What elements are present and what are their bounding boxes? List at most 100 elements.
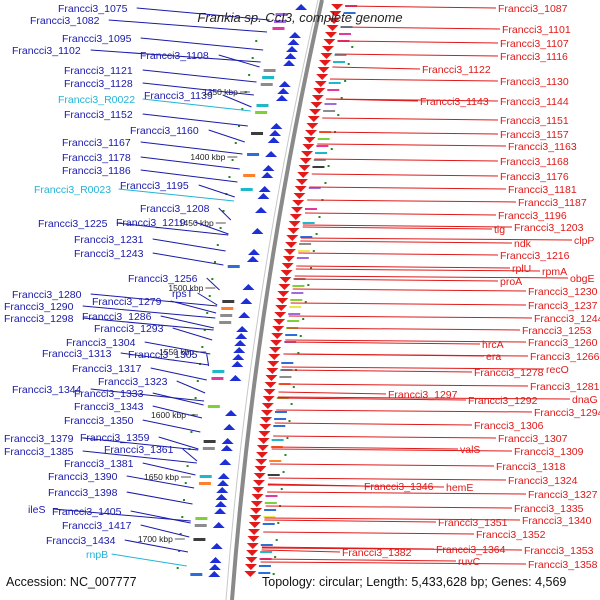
right-gene-label: Francci3_1307 xyxy=(498,433,568,445)
tick-dot xyxy=(216,244,219,246)
left-gene-label: Francci3_1286 xyxy=(82,311,152,323)
left-label-leader xyxy=(82,437,199,451)
tick-dot xyxy=(327,165,330,167)
feature-category-bar xyxy=(305,208,318,210)
right-label-leader xyxy=(264,519,437,523)
feature-category-bar xyxy=(281,362,294,364)
tick-dot xyxy=(330,148,333,150)
right-label-leader xyxy=(332,66,421,70)
tick-dot xyxy=(241,108,244,110)
right-label-leader xyxy=(300,240,513,244)
feature-category-bar xyxy=(243,174,256,177)
right-gene-label: proA xyxy=(500,276,522,288)
feature-category-bar xyxy=(274,411,287,413)
forward-gene-arrow xyxy=(265,151,278,157)
reverse-gene-arrow xyxy=(276,298,289,304)
left-label-leader xyxy=(142,98,251,112)
right-label-leader xyxy=(285,339,527,343)
scale-tick-label: 1400 kbp xyxy=(190,152,225,162)
left-gene-label: Francci3_1385 xyxy=(4,446,74,458)
tick-dot xyxy=(208,295,211,297)
left-label-leader xyxy=(90,293,218,307)
right-gene-label: dnaG xyxy=(572,394,598,406)
right-label-leader xyxy=(302,226,493,230)
right-gene-label: Francci3_1116 xyxy=(500,51,568,63)
right-gene-label: Francci3_1327 xyxy=(528,489,598,501)
tick-dot xyxy=(280,488,283,490)
right-label-leader xyxy=(298,252,499,256)
right-label-leader xyxy=(317,143,507,147)
right-gene-label: obgE xyxy=(570,273,595,285)
reverse-gene-arrow xyxy=(309,109,322,115)
feature-category-bar xyxy=(251,132,264,135)
left-gene-labels: Francci3_1075Francci3_1082Francci3_1095F… xyxy=(4,3,213,561)
right-label-leader xyxy=(340,26,501,30)
right-gene-label: Francci3_1253 xyxy=(522,325,592,337)
tick-dot xyxy=(272,573,275,575)
reverse-gene-arrow xyxy=(266,368,279,374)
reverse-gene-arrow xyxy=(328,18,341,24)
feature-category-bar xyxy=(285,334,298,336)
tick-dot xyxy=(282,471,285,473)
tick-dot xyxy=(297,352,300,354)
tick-dot xyxy=(190,431,193,433)
right-gene-label: Francci3_1087 xyxy=(498,3,568,15)
left-gene-label: Francci3_1344 xyxy=(12,384,82,396)
left-label-leader xyxy=(144,341,211,355)
feature-category-bar xyxy=(274,418,287,420)
left-label-leader xyxy=(111,553,187,567)
forward-gene-arrow xyxy=(270,123,283,129)
tick-dot xyxy=(176,567,179,569)
feature-category-bar xyxy=(297,250,310,252)
right-label-leader xyxy=(281,366,545,370)
left-label-leader xyxy=(218,54,260,68)
left-label-leader xyxy=(82,317,214,331)
left-label-leader xyxy=(158,436,199,450)
feature-category-bar xyxy=(211,377,224,380)
reverse-gene-arrow xyxy=(280,270,293,276)
reverse-gene-arrow xyxy=(314,81,327,87)
scale-tick-label: 1700 kbp xyxy=(138,534,173,544)
reverse-gene-arrow xyxy=(278,284,291,290)
reverse-gene-arrow xyxy=(264,382,277,388)
right-label-leader xyxy=(325,98,499,102)
right-label-leader xyxy=(287,327,521,331)
feature-category-bar xyxy=(323,110,336,112)
left-gene-label: Francci3_1313 xyxy=(42,348,112,360)
left-label-leader xyxy=(126,491,193,505)
tick-dot xyxy=(290,403,293,405)
reverse-gene-arrow xyxy=(255,459,268,465)
right-gene-label: Francci3_1157 xyxy=(500,129,569,141)
right-label-leader xyxy=(261,549,341,553)
left-label-leader xyxy=(82,305,216,319)
tick-dot xyxy=(275,539,278,541)
feature-category-bar xyxy=(264,502,277,504)
feature-category-bar xyxy=(264,509,277,511)
left-gene-label: Francci3_1121 xyxy=(64,65,133,77)
right-label-leader xyxy=(260,561,527,565)
right-gene-label: Francci3_1335 xyxy=(514,503,584,515)
left-label-leader xyxy=(142,462,196,476)
tick-dot xyxy=(214,261,217,263)
left-gene-label: Francci3_1293 xyxy=(94,323,164,335)
left-gene-label: Francci3_1102 xyxy=(12,45,81,57)
reverse-gene-arrow xyxy=(316,74,329,80)
right-gene-label: Francci3_1196 xyxy=(498,210,567,222)
reverse-gene-arrow xyxy=(248,522,261,528)
feature-category-bar xyxy=(199,475,212,478)
reverse-gene-arrow xyxy=(252,480,265,486)
left-label-leader xyxy=(90,49,261,63)
right-label-leader xyxy=(265,505,513,509)
reverse-gene-arrow xyxy=(279,277,292,283)
scale-tick-label: 1550 kbp xyxy=(159,347,194,357)
left-label-leader xyxy=(90,388,205,402)
feature-category-bar xyxy=(343,12,356,14)
reverse-gene-arrow xyxy=(288,221,301,227)
left-label-leader xyxy=(140,156,240,170)
reverse-gene-arrow xyxy=(295,179,308,185)
right-label-leader xyxy=(285,341,481,345)
left-label-leader xyxy=(142,419,201,433)
feature-category-bar xyxy=(247,153,260,156)
left-gene-label: Francci3_1108 xyxy=(140,50,209,62)
feature-category-bar xyxy=(269,460,282,462)
